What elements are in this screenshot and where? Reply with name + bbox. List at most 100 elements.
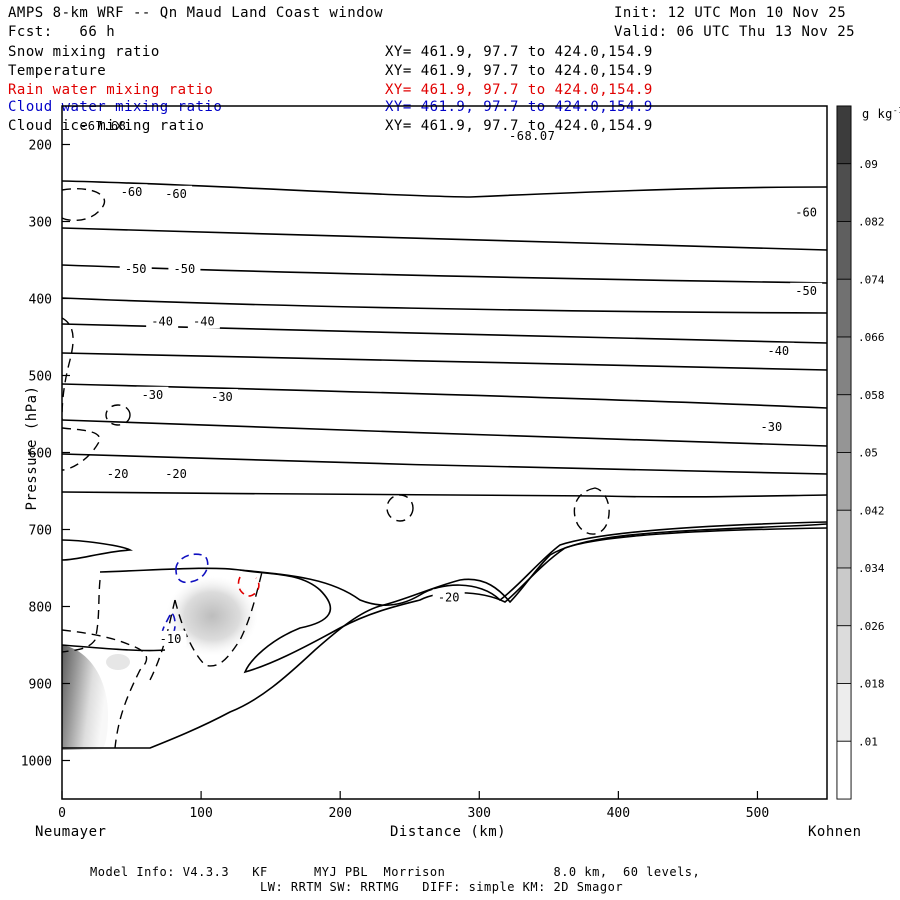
- model-info-line1: Model Info: V4.3.3 KF MYJ PBL Morrison 8…: [90, 865, 701, 879]
- top-left-annotation: -67.68: [80, 119, 127, 133]
- snow-shading-mid: [166, 576, 258, 656]
- contour-label-bg: [432, 589, 465, 605]
- colorbar-label: .066: [858, 331, 885, 344]
- contour-label-bg: [187, 313, 220, 329]
- snow-shading-patch: [106, 654, 130, 670]
- y-tick-label: 400: [29, 293, 52, 308]
- forecast-hour: Fcst: 66 h: [8, 24, 116, 40]
- temperature-isotherms: [62, 180, 827, 749]
- chart-title: AMPS 8-km WRF -- Qn Maud Land Coast wind…: [8, 5, 384, 21]
- y-tick-label: 800: [29, 601, 52, 616]
- field-snow-xy: XY= 461.9, 97.7 to 424.0,154.9: [385, 44, 653, 60]
- contour-label: -20: [438, 590, 460, 604]
- init-time: Init: 12 UTC Mon 10 Nov 25: [614, 5, 847, 21]
- y-axis: 200 300 400 500 600 700 800 900 1000: [21, 139, 70, 770]
- colorbar-swatch: [836, 567, 852, 627]
- field-temp-name: Temperature: [8, 63, 107, 79]
- contour-label-bg: [755, 419, 788, 435]
- y-tick-label: 1000: [21, 755, 52, 770]
- colorbar-label: .018: [858, 678, 885, 691]
- x-tick-label: 400: [607, 806, 630, 821]
- x-axis-title: Distance (km): [390, 824, 507, 840]
- contour-label: -20: [165, 467, 187, 481]
- colorbar-swatch: [836, 740, 852, 800]
- field-cloudwater-name: Cloud water mixing ratio: [8, 99, 223, 115]
- field-rain-xy: XY= 461.9, 97.7 to 424.0,154.9: [385, 82, 653, 98]
- contour-label: -60: [795, 205, 817, 219]
- valid-time: Valid: 06 UTC Thu 13 Nov 25: [614, 24, 856, 40]
- x-tick-label: 500: [746, 806, 769, 821]
- field-rain-name: Rain water mixing ratio: [8, 82, 214, 98]
- field-cloudwater-xy: XY= 461.9, 97.7 to 424.0,154.9: [385, 99, 653, 115]
- y-tick-label: 700: [29, 524, 52, 539]
- colorbar-swatch: [836, 163, 852, 222]
- y-tick-label: 900: [29, 678, 52, 693]
- contour-label-bg: [790, 204, 823, 220]
- contour-label: -40: [767, 344, 789, 358]
- colorbar-swatch: [836, 336, 852, 396]
- x-tick-label: 0: [58, 806, 66, 821]
- y-tick-label: 500: [29, 370, 52, 385]
- contour-label-bg: [136, 386, 169, 402]
- colorbar-label: .034: [858, 562, 885, 575]
- colorbar-unit: g kg-1: [862, 106, 900, 121]
- contour-label: -50: [125, 262, 147, 276]
- contour-label: -50: [174, 262, 196, 276]
- colorbar-swatch: [836, 394, 852, 453]
- x-tick-label: 200: [328, 806, 351, 821]
- contour-label: -40: [151, 315, 173, 329]
- model-info-line2: LW: RRTM SW: RRTMG DIFF: simple KM: 2D S…: [260, 880, 624, 894]
- contour-label-bg: [115, 184, 148, 200]
- colorbar-label: .074: [858, 273, 885, 286]
- colorbar-swatch: [836, 509, 852, 569]
- contour-label: -30: [142, 388, 164, 402]
- colorbar-label: .01: [858, 735, 878, 748]
- y-tick-label: 300: [29, 216, 52, 231]
- x-tick-label: 300: [468, 806, 491, 821]
- cloud-water-contours: [161, 553, 209, 642]
- y-axis-title: Pressure (hPa): [24, 385, 40, 511]
- contour-label-bg: [160, 466, 193, 482]
- snow-shading-low: [62, 645, 108, 750]
- colorbar-label: .05: [858, 447, 878, 460]
- contour-label-bg: [168, 261, 201, 277]
- contour-label-bg: [205, 389, 238, 405]
- colorbar-swatch: [836, 278, 852, 338]
- field-cloudice-xy: XY= 461.9, 97.7 to 424.0,154.9: [385, 118, 653, 134]
- x-axis: 0 100 200 300 400 500: [58, 791, 769, 821]
- rain-water-contours: [237, 576, 260, 597]
- field-snow-name: Snow mixing ratio: [8, 44, 160, 60]
- colorbar-label: .082: [858, 216, 885, 229]
- x-tick-label: 100: [189, 806, 212, 821]
- contour-labels: -60 -60 -60 -50 -50 -50 -40 -40 -40 -30 -30 -30 -20 -…: [101, 184, 823, 646]
- contour-label-bg: [160, 185, 193, 201]
- colorbar-swatch: [836, 221, 852, 280]
- y-tick-label: 600: [29, 447, 52, 462]
- colorbar-label: .042: [858, 504, 885, 517]
- colorbar-swatches: [836, 105, 852, 800]
- contour-label: -30: [761, 420, 783, 434]
- contour-label-bg: [762, 342, 795, 358]
- min-value-annotation: -68.07: [509, 129, 556, 143]
- colorbar-swatch: [836, 625, 852, 684]
- contour-label-bg: [119, 261, 152, 277]
- plot-frame: [61, 105, 828, 800]
- contour-label: -20: [107, 467, 129, 481]
- colorbar-label: .09: [858, 158, 878, 171]
- y-tick-label: 200: [29, 139, 52, 154]
- contour-label-bg: [101, 466, 134, 482]
- contour-label-bg: [146, 313, 179, 329]
- contour-label: -30: [211, 390, 233, 404]
- colorbar-swatch: [836, 683, 852, 742]
- field-cloudice-name: Cloud ice mixing ratio: [8, 118, 205, 134]
- colorbar-swatch: [836, 452, 852, 511]
- colorbar-label: .058: [858, 389, 885, 402]
- right-station-label: Kohnen: [808, 824, 862, 840]
- left-station-label: Neumayer: [35, 824, 107, 840]
- contour-label-bg: [154, 630, 187, 646]
- colorbar-label: .026: [858, 620, 885, 633]
- contour-label: -60: [165, 187, 187, 201]
- contour-label: -40: [193, 315, 215, 329]
- colorbar-swatch: [836, 105, 852, 165]
